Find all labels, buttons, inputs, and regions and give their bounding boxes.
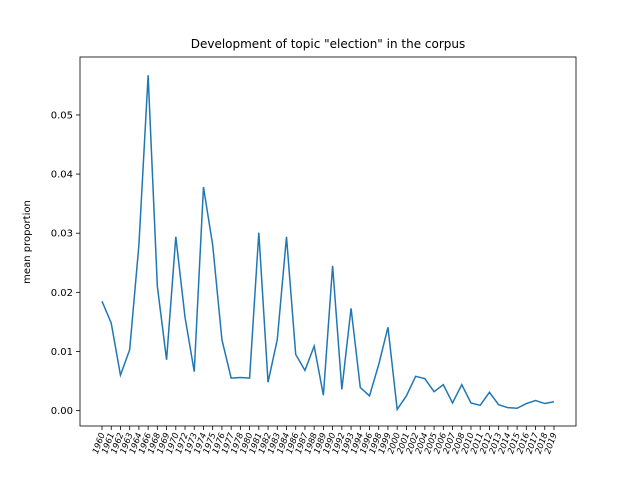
y-tick-label: 0.02 [51,288,73,299]
y-tick-label: 0.03 [51,229,73,240]
y-tick-label: 0.00 [51,406,73,417]
y-tick-label: 0.04 [51,170,73,181]
plot-frame [79,56,577,427]
data-line [101,75,555,412]
y-axis-label: mean proportion [22,200,33,284]
y-tick-label: 0.05 [51,110,73,121]
chart-title: Development of topic "election" in the c… [191,37,466,51]
y-tick-label: 0.01 [51,347,73,358]
